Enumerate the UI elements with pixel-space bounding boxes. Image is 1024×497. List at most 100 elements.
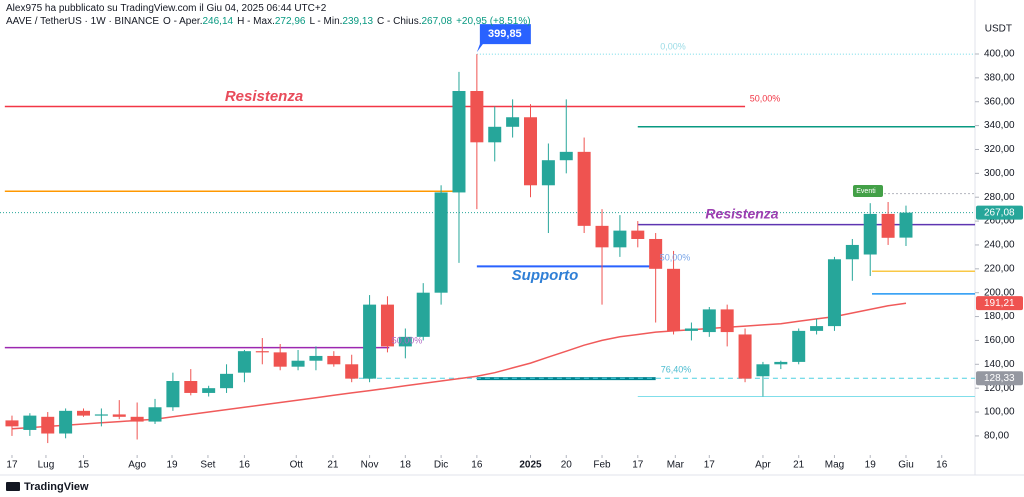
candle-body	[255, 351, 269, 353]
y-unit: USDT	[985, 24, 1012, 35]
candle-body	[452, 90, 466, 193]
y-tick-label: 160,00	[984, 335, 1015, 346]
event-badge	[853, 185, 883, 197]
x-tick-label: Ott	[290, 460, 304, 471]
header: Alex975 ha pubblicato su TradingView.com…	[6, 2, 535, 28]
candle-body	[220, 373, 234, 389]
candle-body	[416, 292, 430, 337]
x-tick-label: Lug	[38, 460, 55, 471]
candle-body	[5, 420, 19, 427]
y-tick-label: 260,00	[984, 216, 1015, 227]
candle-body	[702, 309, 716, 333]
x-tick-label: 17	[6, 460, 18, 471]
candle-body	[559, 151, 573, 161]
y-tick-label: 180,00	[984, 311, 1015, 322]
candle-body	[23, 415, 37, 430]
price-label: 191,21	[984, 298, 1015, 309]
candle-body	[881, 213, 895, 238]
candle-body	[363, 304, 377, 379]
x-tick-label: Mag	[825, 460, 844, 471]
annotation: 50,00%	[750, 93, 781, 103]
x-tick-label: 16	[471, 460, 483, 471]
annotation: Resistenza	[705, 206, 778, 222]
candle-body	[845, 244, 859, 260]
ohlc-value: 272,96	[274, 16, 306, 27]
ohlc-label: C - Chius.	[377, 16, 422, 27]
candle-body	[59, 410, 73, 434]
candle-body	[327, 355, 341, 365]
y-tick-label: 380,00	[984, 73, 1015, 84]
candle-body	[112, 414, 126, 417]
x-tick-label: 16	[936, 460, 948, 471]
candle-body	[202, 388, 216, 393]
candle-body	[595, 225, 609, 248]
candle-body	[166, 381, 180, 408]
x-tick-label: 21	[793, 460, 805, 471]
candle-body	[76, 410, 90, 416]
y-tick-label: 120,00	[984, 383, 1015, 394]
x-tick-label: Nov	[361, 460, 379, 471]
price-label: 267,08	[984, 207, 1015, 218]
x-tick-label: Giu	[898, 460, 914, 471]
ohlc-value: 246,14	[202, 16, 234, 27]
candle-body	[434, 192, 448, 293]
x-tick-label: 15	[78, 460, 90, 471]
candle-body	[774, 361, 788, 365]
annotation: Eventi	[856, 188, 876, 195]
x-tick-label: 17	[632, 460, 644, 471]
y-tick-label: 400,00	[984, 49, 1015, 60]
candle-body	[130, 416, 144, 422]
candle-body	[738, 334, 752, 379]
candle-body	[184, 381, 198, 393]
author-line: Alex975 ha pubblicato su TradingView.com…	[6, 3, 327, 14]
candle-body	[398, 336, 412, 347]
x-tick-label: Apr	[755, 460, 771, 471]
candle-body	[148, 407, 162, 422]
candle-body	[237, 351, 251, 373]
price-label-box	[976, 205, 1023, 220]
candle-body	[345, 364, 359, 379]
ohlc-label: H - Max.	[237, 16, 275, 27]
x-tick-label: Set	[200, 460, 215, 471]
candle-body	[291, 360, 305, 367]
x-tick-label: 21	[327, 460, 339, 471]
x-tick-label: Ago	[128, 460, 146, 471]
candle-body	[94, 414, 108, 416]
candle-body	[470, 90, 484, 143]
symbol: AAVE / TetherUS · 1W · BINANCE	[6, 16, 160, 27]
logo	[6, 482, 20, 491]
candle-body	[792, 330, 806, 362]
candle-body	[488, 126, 502, 143]
price-label-box	[976, 371, 1023, 386]
annotation: Resistenza	[225, 88, 303, 105]
y-tick-label: 320,00	[984, 144, 1015, 155]
y-tick-label: 240,00	[984, 240, 1015, 251]
y-tick-label: 140,00	[984, 359, 1015, 370]
y-tick-label: 220,00	[984, 263, 1015, 274]
y-tick-label: 300,00	[984, 168, 1015, 179]
x-tick-label: Mar	[667, 460, 685, 471]
x-tick-label: 19	[865, 460, 877, 471]
candle-body	[309, 355, 323, 361]
x-tick-label: Feb	[593, 460, 611, 471]
x-tick-label: 17	[704, 460, 716, 471]
price-label-box	[976, 296, 1023, 311]
candle-body	[380, 304, 394, 347]
candle-body	[684, 328, 698, 331]
x-tick-label: 20	[561, 460, 573, 471]
x-tick-label: 2025	[519, 460, 542, 471]
symbol-line: AAVE / TetherUS · 1W · BINANCE O - Aper.2…	[6, 15, 535, 28]
candle-body	[649, 238, 663, 269]
annotation: Supporto	[512, 267, 579, 284]
y-tick-label: 200,00	[984, 287, 1015, 298]
y-tick-label: 80,00	[984, 431, 1009, 442]
candle-body	[524, 117, 538, 186]
ohlc-label: L - Min.	[309, 16, 343, 27]
y-tick-label: 280,00	[984, 192, 1015, 203]
candle-body	[827, 259, 841, 327]
change: +20,95 (+8,51%)	[456, 16, 531, 27]
callout	[476, 24, 531, 53]
candle-body	[613, 230, 627, 248]
candle-body	[506, 117, 520, 127]
